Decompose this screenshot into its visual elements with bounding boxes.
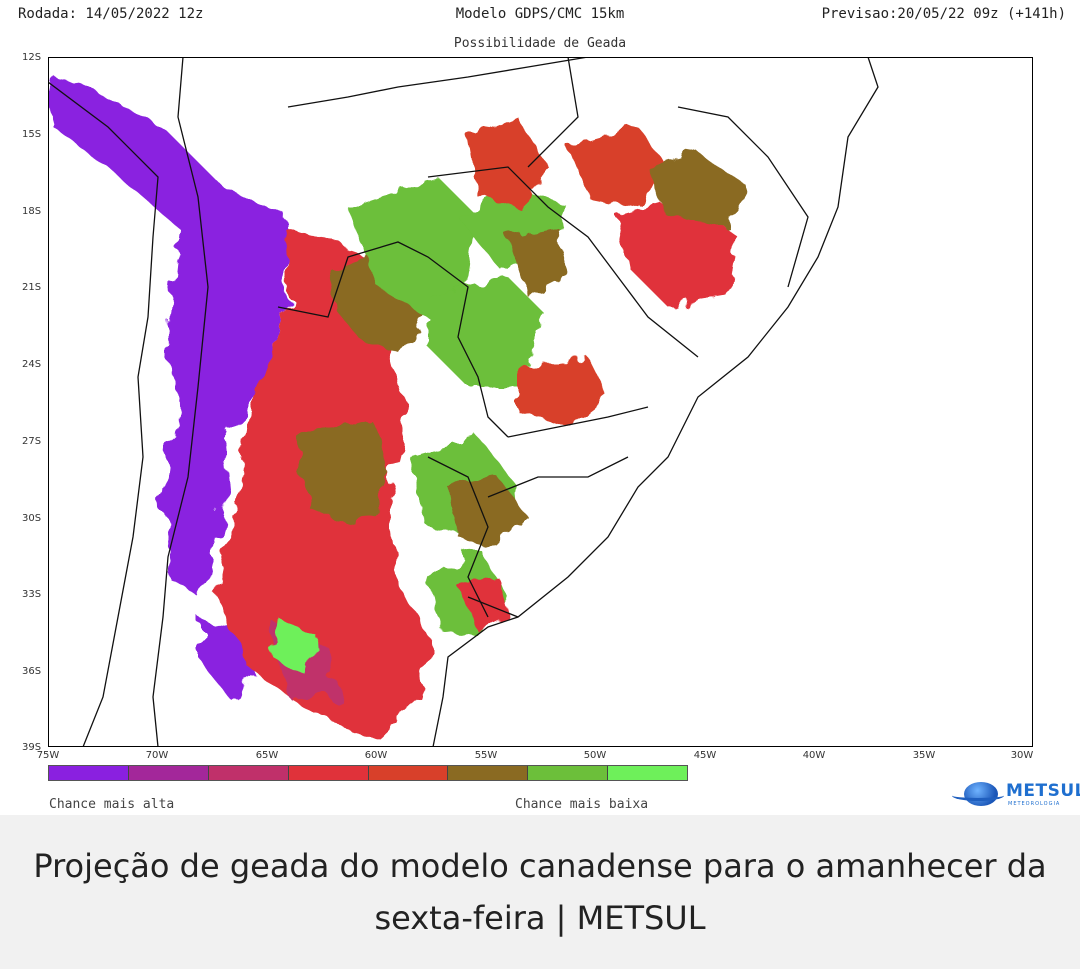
lat-label-36s: 36S — [22, 666, 42, 677]
swoosh-icon — [952, 790, 1004, 801]
legend-swatch-8 — [608, 766, 687, 780]
lon-label-50w: 50W — [583, 750, 607, 761]
model-title: Modelo GDPS/CMC 15km — [455, 6, 625, 22]
lon-label-75w: 75W — [36, 750, 60, 761]
lat-label-12s: 12S — [22, 52, 42, 63]
frost-map — [48, 57, 1033, 747]
state-border-4 — [487, 456, 629, 498]
lon-label-60w: 60W — [364, 750, 388, 761]
state-border-2 — [527, 57, 579, 168]
lat-label-24s: 24S — [22, 359, 42, 370]
legend-swatch-5 — [368, 766, 449, 780]
country-borders — [48, 57, 879, 747]
legend-swatch-7 — [528, 766, 609, 780]
lon-label-30w: 30W — [1010, 750, 1034, 761]
lat-label-39s: 39S — [22, 742, 42, 753]
caption-text: Projeção de geada do modelo canadense pa… — [33, 847, 1047, 937]
lat-label-30s: 30S — [22, 513, 42, 524]
state-border-5 — [467, 596, 519, 618]
map-subtitle: Possibilidade de Geada — [453, 36, 627, 51]
uruguay-border — [427, 456, 489, 618]
lon-label-40w: 40W — [802, 750, 826, 761]
lat-label-15s: 15S — [22, 129, 42, 140]
lon-label-65w: 65W — [255, 750, 279, 761]
legend-color-bar — [48, 765, 688, 781]
state-border-3 — [677, 106, 809, 288]
legend-swatch-1 — [49, 766, 129, 780]
andes-border — [152, 57, 209, 747]
legend-high-label: Chance mais alta — [49, 797, 175, 812]
lon-label-35w: 35W — [912, 750, 936, 761]
logo-subtext: METEOROLOGIA — [1008, 801, 1061, 807]
legend-swatch-6 — [448, 766, 529, 780]
logo-text: METSUL — [1006, 781, 1080, 801]
legend-low-label: Chance mais baixa — [515, 797, 649, 812]
forecast-date-label: Previsao:20/05/22 09z (+141h) — [821, 6, 1066, 22]
pacific-coastline — [48, 81, 159, 747]
lon-label-55w: 55W — [474, 750, 498, 761]
state-border-1 — [427, 166, 699, 358]
parana-border — [507, 406, 649, 438]
atlantic-coastline — [432, 57, 879, 747]
lat-label-18s: 18S — [22, 206, 42, 217]
lat-label-27s: 27S — [22, 436, 42, 447]
lon-label-45w: 45W — [693, 750, 717, 761]
run-date-label: Rodada: 14/05/2022 12z — [18, 6, 204, 22]
map-frame — [48, 57, 1033, 747]
metsul-logo: METSUL METEOROLOGIA — [952, 778, 1080, 812]
legend-swatch-3 — [208, 766, 289, 780]
caption-box: Projeção de geada do modelo canadense pa… — [0, 815, 1080, 969]
lat-label-33s: 33S — [22, 589, 42, 600]
paraguay-border — [277, 241, 509, 438]
frost-zone-red-brazil — [448, 117, 748, 632]
lat-label-21s: 21S — [22, 282, 42, 293]
legend-swatch-4 — [288, 766, 369, 780]
map-canvas — [48, 57, 1033, 747]
bolivia-border — [287, 57, 589, 108]
legend-swatch-2 — [128, 766, 209, 780]
lon-label-70w: 70W — [145, 750, 169, 761]
